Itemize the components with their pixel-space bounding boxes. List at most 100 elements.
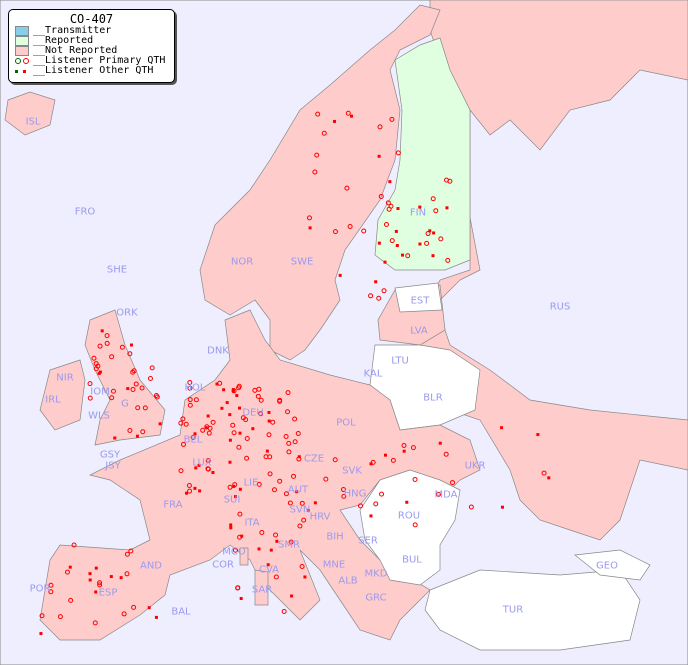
legend-transmitter: __Transmitter	[9, 26, 174, 36]
legend-reported: __Reported	[9, 36, 174, 46]
listener-primary-marker	[292, 439, 298, 445]
listener-primary-marker	[345, 110, 351, 116]
listener-primary-marker	[412, 522, 418, 528]
listener-other-marker	[432, 231, 436, 235]
listener-primary-marker	[178, 420, 184, 426]
listener-other-marker	[269, 548, 273, 552]
country-label-nir: NIR	[56, 372, 74, 384]
listener-primary-marker	[48, 582, 54, 588]
listener-other-marker	[332, 119, 336, 123]
listener-primary-marker	[323, 476, 329, 482]
listener-primary-marker	[312, 169, 318, 175]
listener-primary-marker	[119, 344, 125, 350]
listener-other-marker	[194, 466, 198, 470]
country-label-nor: NOR	[230, 256, 254, 268]
listener-other-marker	[500, 426, 504, 430]
country-label-fra: FRA	[163, 499, 183, 511]
listener-other-marker	[94, 590, 98, 594]
country-label-svk: SVK	[342, 465, 362, 477]
country-label-aut: AUT	[287, 484, 309, 496]
country-label-and: AND	[139, 560, 163, 572]
listener-other-marker	[369, 462, 373, 466]
listener-primary-marker	[314, 152, 320, 158]
listener-primary-marker	[287, 500, 293, 506]
country-label-iom: IOM	[90, 386, 110, 398]
country-label-ita: ITA	[244, 517, 260, 529]
listener-other-marker	[129, 343, 133, 347]
listener-other-marker	[500, 505, 504, 509]
listener-other-marker	[395, 244, 399, 248]
listener-primary-marker	[187, 397, 193, 403]
listener-primary-marker	[190, 434, 196, 440]
country-label-cva: CVA	[258, 564, 280, 576]
listener-other-marker	[229, 526, 233, 530]
listener-other-marker	[377, 154, 381, 158]
listener-other-marker	[231, 388, 235, 392]
country-label-ukr: UKR	[464, 460, 486, 472]
listener-primary-marker	[299, 564, 305, 569]
country-label-bel: BEL	[183, 434, 203, 446]
country-label-svn: SVN	[289, 504, 311, 516]
listener-other-marker	[257, 547, 261, 551]
listener-primary-marker	[244, 435, 250, 441]
country-label-bal: BAL	[171, 606, 191, 618]
listener-other-marker	[225, 401, 229, 405]
listener-other-marker	[431, 254, 435, 258]
listener-primary-marker	[286, 449, 292, 455]
listener-other-marker	[113, 436, 117, 440]
listener-primary-marker	[306, 215, 312, 221]
listener-primary-marker	[296, 456, 302, 462]
listener-other-marker	[109, 575, 113, 579]
listener-primary-marker	[236, 444, 242, 450]
legend: CO-407 __Transmitter __Reported __Not Re…	[8, 9, 175, 83]
country-label-lux: LUX	[192, 457, 212, 469]
country-label-ltu: LTU	[391, 355, 409, 367]
listener-other-marker	[438, 441, 442, 445]
other-qth-icon	[15, 69, 29, 73]
listener-primary-marker	[131, 604, 137, 610]
listener-primary-marker	[378, 193, 384, 199]
country-tur	[424, 569, 641, 651]
listener-primary-marker	[438, 236, 444, 242]
listener-other-marker	[88, 578, 92, 582]
listener-other-marker	[215, 382, 219, 386]
listener-other-marker	[147, 606, 151, 610]
listener-primary-marker	[340, 487, 346, 493]
listener-primary-marker	[244, 455, 250, 461]
listener-primary-marker	[217, 380, 223, 386]
listener-primary-marker	[133, 381, 139, 387]
listener-primary-marker	[410, 445, 416, 451]
country-label-blr: BLR	[423, 392, 443, 404]
listener-primary-marker	[347, 224, 353, 230]
listener-primary-marker	[263, 454, 269, 460]
listener-primary-marker	[321, 130, 327, 136]
listener-primary-marker	[344, 185, 350, 191]
listener-primary-marker	[187, 488, 193, 494]
listener-other-marker	[240, 534, 244, 538]
listener-primary-marker	[183, 421, 189, 427]
country-label-esp: ESP	[98, 587, 118, 599]
listener-other-marker	[350, 114, 354, 118]
listener-other-marker	[206, 414, 210, 418]
listener-other-marker	[383, 260, 387, 264]
country-label-cor: COR	[212, 559, 234, 571]
listener-primary-marker	[412, 476, 418, 482]
listener-primary-marker	[135, 405, 141, 411]
country-central-west	[39, 309, 481, 641]
country-label-pol: POL	[336, 417, 356, 429]
listener-primary-marker	[231, 430, 237, 436]
listener-other-marker	[275, 539, 279, 543]
country-label-ork: ORK	[116, 307, 138, 319]
listener-other-marker	[405, 500, 409, 504]
listener-primary-marker	[273, 532, 279, 538]
listener-primary-marker	[389, 116, 395, 122]
listener-primary-marker	[57, 614, 63, 620]
listener-primary-marker	[283, 491, 289, 497]
listener-primary-marker	[315, 111, 321, 117]
listener-primary-marker	[230, 422, 236, 428]
listener-primary-marker	[281, 609, 287, 615]
listener-primary-marker	[131, 368, 137, 374]
listener-primary-marker	[255, 393, 261, 399]
listener-other-marker	[228, 413, 232, 417]
country-label-por: POR	[29, 583, 51, 595]
